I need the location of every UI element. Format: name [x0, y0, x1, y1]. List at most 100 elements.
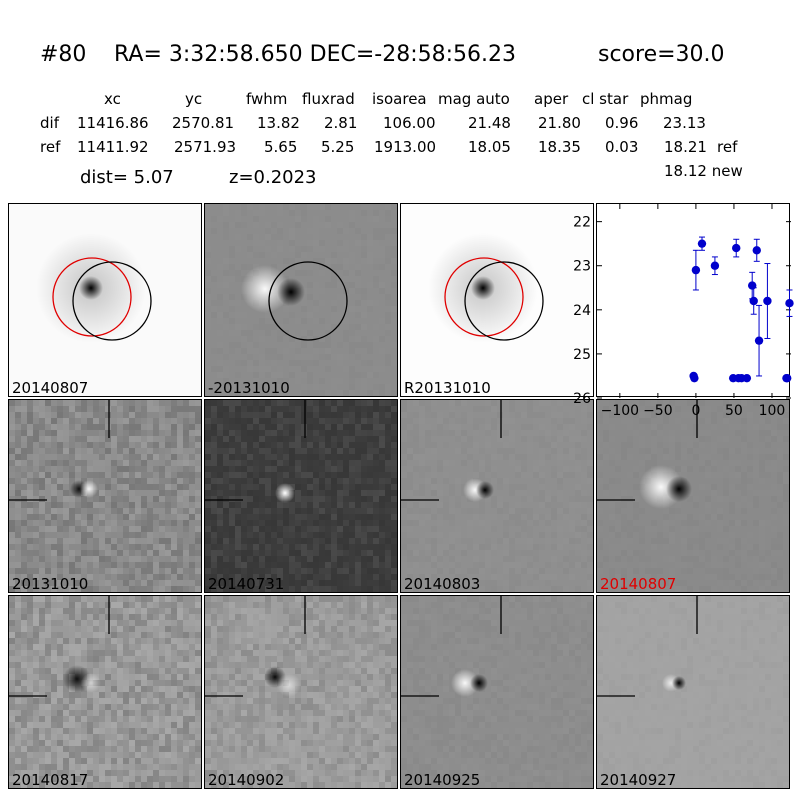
stamp-image	[401, 596, 594, 789]
source-blob	[471, 276, 495, 300]
stamp-panel: 20131010	[8, 399, 202, 593]
data-point	[749, 296, 758, 306]
stamp-date-label: 20131010	[12, 575, 89, 593]
noise-texture	[9, 400, 201, 592]
dif-isoarea: 106.00	[383, 114, 436, 132]
dif-aperture-circle	[72, 261, 152, 341]
light-curve-svg: 22 23 24 25 26 −100 −50 0 50 100	[573, 204, 794, 419]
dif-aperture-circle	[464, 261, 544, 341]
stamp-panel: -20131010	[204, 203, 398, 397]
noise-texture	[401, 400, 594, 593]
dif-clstar: 0.96	[605, 114, 639, 132]
stamp-image	[9, 400, 201, 592]
stamp-date-label: 20140927	[600, 771, 677, 789]
x-tick-label: −100	[601, 403, 639, 419]
col-header-xc: xc	[104, 90, 121, 108]
stamp-panel: 20140925	[400, 595, 594, 789]
dif-aper: 21.80	[538, 114, 581, 132]
stamp-image	[36, 233, 152, 343]
stamp-date-label: 20140817	[12, 771, 89, 789]
stamp-date-label: R20131010	[404, 379, 491, 397]
col-header-fwhm: fwhm	[246, 90, 288, 108]
source-blob	[672, 676, 686, 690]
ref-aperture-circle	[52, 257, 132, 337]
dif-fwhm: 13.82	[257, 114, 300, 132]
stamp-panel: 20140807	[8, 203, 202, 397]
ref-clstar: 0.03	[605, 138, 639, 156]
source-blob	[81, 673, 101, 693]
noise-texture	[9, 596, 201, 788]
stamp-date-label: 20140925	[404, 771, 481, 789]
dif-xc: 11416.86	[77, 114, 149, 132]
stamp-image	[241, 261, 348, 341]
dif-yc: 2570.81	[172, 114, 235, 132]
col-header-isoarea: isoarea	[372, 90, 427, 108]
ref-yc: 2571.93	[174, 138, 237, 156]
light-curve-plot: 22 23 24 25 26 −100 −50 0 50 100	[573, 203, 794, 419]
dif-phmag: 23.13	[663, 114, 706, 132]
stamp-image	[597, 400, 790, 593]
ref-aper: 18.35	[538, 138, 581, 156]
data-point	[691, 265, 701, 275]
stamp-date-label: 20140731	[208, 575, 285, 593]
ref-magauto: 18.05	[468, 138, 511, 156]
stamp-panel: 20140803	[400, 399, 594, 593]
col-header-fluxrad: fluxrad	[302, 90, 355, 108]
col-header-magauto: mag auto	[438, 90, 510, 108]
y-tick-label: 23	[573, 259, 591, 275]
source-blob	[79, 276, 103, 300]
stamp-image	[597, 596, 790, 789]
stamp-panel: R20131010	[400, 203, 594, 397]
x-tick-label: 100	[759, 403, 786, 419]
stamp-image	[401, 400, 594, 593]
source-blob	[80, 480, 98, 498]
stamp-date-label: -20131010	[208, 379, 290, 397]
ref-fluxrad: 5.25	[321, 138, 355, 156]
noise-texture	[401, 596, 594, 789]
source-blob	[666, 476, 692, 502]
noise-texture	[597, 400, 790, 593]
source-blob	[277, 673, 301, 697]
stamp-image	[9, 596, 201, 788]
data-point	[710, 261, 720, 270]
row-label-ref: ref	[40, 138, 61, 156]
data-point	[785, 299, 794, 308]
col-header-clstar: cl star	[582, 90, 629, 108]
coordinates: RA= 3:32:58.650 DEC=-28:58:56.23	[114, 42, 517, 67]
y-tick-label: 25	[573, 347, 591, 363]
dif-fluxrad: 2.81	[324, 114, 358, 132]
stamp-panel: 20140731	[204, 399, 398, 593]
stamp-date-label: 20140803	[404, 575, 481, 593]
ref-suffix: ref	[717, 138, 738, 156]
dif-magauto: 21.48	[468, 114, 511, 132]
source-blob	[451, 669, 479, 697]
data-point	[754, 336, 764, 345]
dist-value: dist= 5.07	[80, 167, 174, 188]
dif-aperture-circle	[268, 261, 348, 341]
ref-fwhm: 5.65	[264, 138, 298, 156]
source-blob	[275, 483, 295, 503]
redshift-value: z=0.2023	[229, 167, 317, 188]
data-point	[690, 373, 699, 383]
y-tick-label: 26	[573, 391, 591, 407]
stamp-date-label: 20140807	[600, 575, 677, 593]
col-header-aper: aper	[534, 90, 569, 108]
stamp-image	[205, 400, 397, 592]
col-header-phmag: phmag	[640, 90, 693, 108]
stamp-image	[205, 596, 397, 788]
stamp-date-label: 20140807	[12, 379, 89, 397]
data-point	[752, 246, 761, 255]
data-point	[732, 243, 741, 253]
x-tick-label: −50	[643, 403, 673, 419]
candidate-id: #80	[40, 42, 87, 67]
col-header-yc: yc	[185, 90, 203, 108]
stamp-image	[428, 233, 544, 343]
source-blob	[470, 674, 488, 692]
ref-xc: 11411.92	[77, 138, 149, 156]
y-tick-label: 22	[573, 215, 591, 231]
source-blob	[277, 278, 305, 306]
noise-texture	[597, 596, 790, 789]
stamp-panel: 20140927	[596, 595, 790, 789]
data-point	[782, 373, 792, 383]
phmag-new: 18.12 new	[664, 162, 743, 180]
